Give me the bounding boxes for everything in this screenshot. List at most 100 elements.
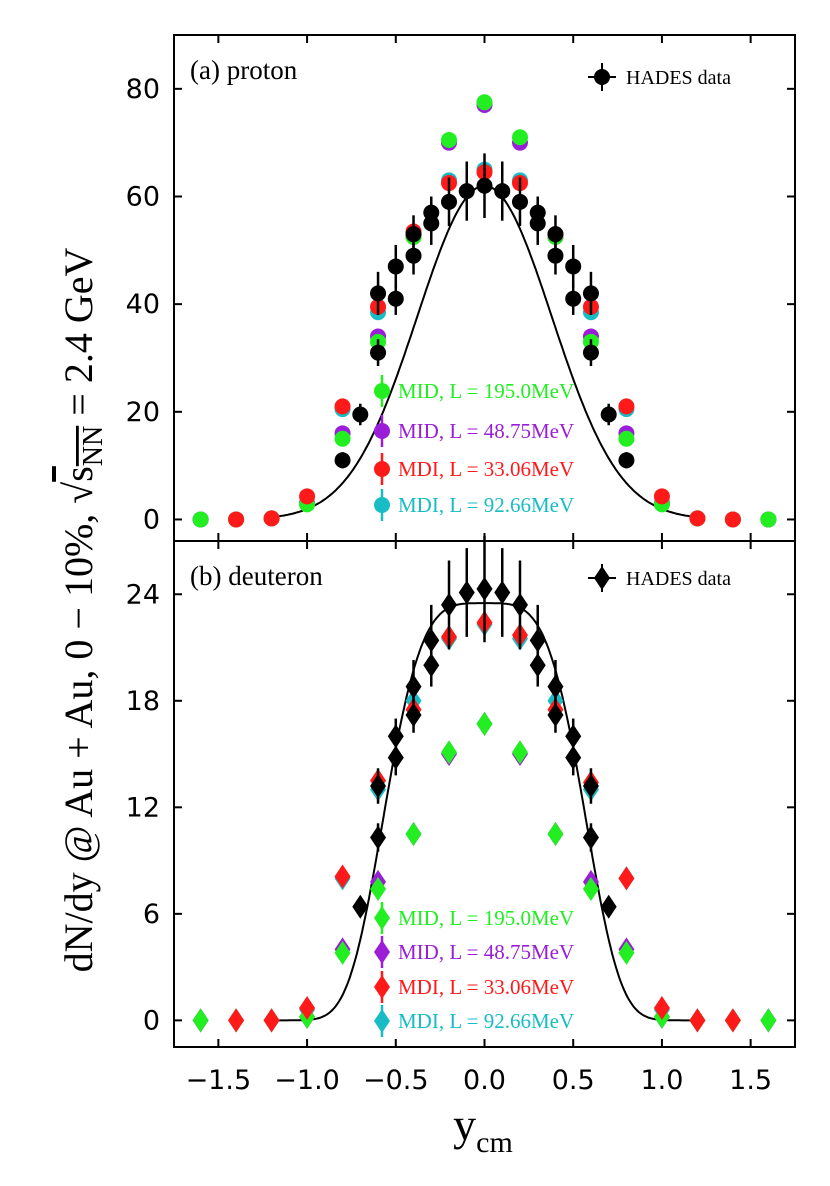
data-point-hades: [405, 702, 422, 727]
data-point-mdi33: [689, 1008, 706, 1033]
data-point-mid195: [476, 711, 493, 736]
y-tick-label: 60: [126, 181, 160, 212]
panel-proton: 0 20 40 60 80 (a) proton HADES data MID, L = 19…: [126, 34, 796, 542]
y-axis-label-prefix: dN/dy @ Au + Au, 0 − 10%,: [56, 504, 101, 973]
y-tick-label: 40: [126, 289, 160, 320]
data-point-mdi33: [263, 510, 280, 527]
data-point-hades: [352, 406, 369, 423]
data-point-hades: [547, 674, 564, 699]
data-point-hades: [600, 406, 617, 423]
legend-hades-label: HADES data: [626, 568, 731, 590]
y-axis-label-s: sNN: [56, 426, 109, 482]
y-tick-label: 0: [143, 1005, 160, 1036]
data-point-hades: [565, 290, 582, 307]
data-point-hades: [370, 825, 387, 850]
data-point-mid195: [618, 940, 635, 965]
data-point-mdi33: [618, 398, 635, 415]
y-axis-label-sqrt: √: [56, 482, 101, 504]
panel-title: (a) proton: [190, 55, 298, 85]
data-point-mdi33: [724, 511, 741, 528]
data-point-mid195: [760, 1008, 777, 1033]
y-tick-label: 0: [143, 504, 160, 535]
data-point-mid195: [192, 1008, 209, 1033]
data-point-hades: [547, 702, 564, 727]
data-point-hades: [476, 177, 493, 194]
legend-label-mdi33: MDI, L = 33.06MeV: [398, 457, 574, 481]
data-point-hades: [458, 183, 475, 200]
series-hades-upper: [370, 643, 599, 804]
y-tick-label: 80: [126, 74, 160, 105]
x-axis-label: ycm: [453, 1099, 513, 1159]
series-mdi92: [192, 612, 777, 1033]
data-point-hades: [387, 290, 404, 307]
series-hades: [352, 535, 617, 919]
data-point-hades: [405, 247, 422, 264]
legend-label-mdi92: MDI, L = 92.66MeV: [398, 493, 574, 517]
data-point-mid195: [370, 876, 387, 901]
x-tick-label: −0.5: [363, 1065, 429, 1096]
data-point-hades: [547, 226, 564, 243]
y-tick-label: 12: [126, 792, 160, 823]
x-tick-label: 1.5: [729, 1065, 772, 1096]
x-axis-label-sub: cm: [476, 1126, 513, 1159]
x-axis-label-main: y: [453, 1099, 476, 1150]
data-point-mdi33: [299, 488, 316, 505]
legend-marker-mdi33: [374, 461, 390, 477]
data-point-hades: [458, 580, 475, 605]
data-point-mdi33: [618, 866, 635, 891]
series-mdi33: [228, 610, 741, 1033]
data-point-hades: [582, 774, 599, 799]
data-point-hades: [582, 825, 599, 850]
series-hades: [334, 153, 635, 469]
data-point-hades: [511, 193, 528, 210]
data-point-hades: [370, 344, 387, 361]
data-point-mid195: [618, 430, 635, 447]
data-point-mid195: [760, 511, 777, 528]
y-axis-label-suffix: = 2.4 GeV: [56, 248, 101, 426]
x-tick-label: 1.0: [640, 1065, 683, 1096]
data-point-mid195: [582, 876, 599, 901]
y-tick-label: 6: [143, 899, 160, 930]
data-point-hades: [423, 204, 440, 221]
data-point-hades: [529, 653, 546, 678]
data-point-hades: [370, 285, 387, 302]
data-point-mdi33: [299, 995, 316, 1020]
data-point-mdi33: [228, 511, 245, 528]
data-point-mdi33: [228, 1008, 245, 1033]
y-tick-label: 18: [126, 686, 160, 717]
data-point-mdi33: [334, 864, 351, 889]
data-point-hades: [547, 247, 564, 264]
y-axis-label-sub: NN: [78, 426, 109, 466]
data-point-mid195: [405, 821, 422, 846]
panel-deuteron: 0 6 12 18 24 (b) deuteron HADES data MID, L = 1…: [126, 535, 796, 1048]
legend-marker-mid195: [374, 906, 390, 930]
legend-hades-label: HADES data: [626, 67, 731, 89]
legend-label-mdi92: MDI, L = 92.66MeV: [398, 1009, 574, 1033]
data-point-hades: [423, 653, 440, 678]
panel-title: (b) deuteron: [190, 561, 323, 591]
data-point-mid195: [192, 511, 209, 528]
data-point-mid195: [476, 94, 493, 111]
legend-label-mid195: MID, L = 195.0MeV: [398, 906, 574, 930]
data-point-hades: [387, 745, 404, 770]
data-point-hades: [618, 452, 635, 469]
x-tick-labels: −1.5 −1.0 −0.5 0.0 0.5 1.0 1.5: [186, 1065, 773, 1096]
x-tick-label: −1.0: [274, 1065, 340, 1096]
data-point-hades: [582, 285, 599, 302]
data-point-mdi33: [334, 398, 351, 415]
data-point-hades: [387, 258, 404, 275]
legend-label-mid48: MID, L = 48.75MeV: [398, 940, 574, 964]
data-point-hades: [334, 452, 351, 469]
data-point-hades: [529, 628, 546, 653]
data-point-hades: [423, 628, 440, 653]
data-point-mid195: [547, 821, 564, 846]
data-point-hades: [476, 576, 493, 601]
data-point-mdi33: [653, 488, 670, 505]
data-point-hades: [441, 193, 458, 210]
data-point-hades: [565, 745, 582, 770]
data-point-mid195: [511, 129, 528, 146]
data-point-hades: [387, 724, 404, 749]
data-point-mdi33: [724, 1008, 741, 1033]
data-point-mid195: [511, 740, 528, 765]
